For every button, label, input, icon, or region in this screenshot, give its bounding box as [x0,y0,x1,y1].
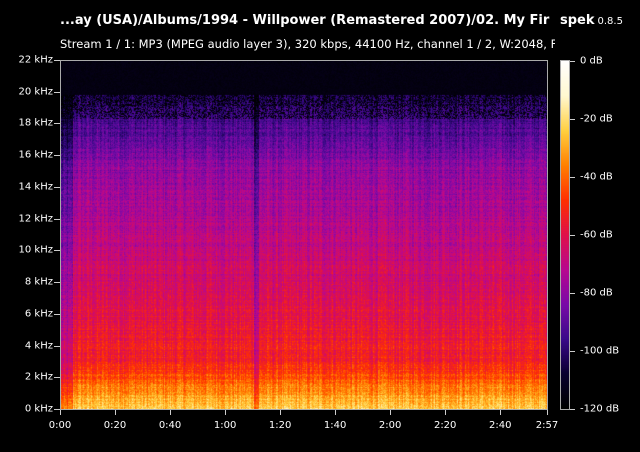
app-label: spek 0.8.5 [560,13,623,28]
db-tick-label: -120 dB [580,403,620,415]
time-tick [390,410,392,415]
time-tick [445,410,447,415]
freq-tick-label: 0 kHz [24,403,53,415]
time-tick-label: 2:20 [433,420,457,431]
freq-tick [54,250,60,252]
db-tick [570,177,575,178]
db-tick-label: -40 dB [580,171,613,183]
db-tick-label: 0 dB [580,55,603,67]
file-title: ...ay (USA)/Albums/1994 - Willpower (Rem… [60,13,550,28]
db-tick [570,293,575,294]
freq-tick-label: 8 kHz [24,276,53,288]
freq-tick-label: 6 kHz [24,308,53,320]
db-tick-label: -100 dB [580,345,620,357]
db-tick-label: -20 dB [580,113,613,125]
time-tick-label: 2:40 [488,420,512,431]
time-tick-label: 0:20 [103,420,127,431]
db-tick [570,351,575,352]
freq-tick [54,60,60,61]
spectrogram-canvas [61,61,547,409]
db-tick [570,409,575,410]
freq-tick-label: 18 kHz [18,117,53,129]
time-tick-label: 1:40 [323,420,347,431]
freq-tick [54,345,60,347]
time-tick [500,410,502,415]
time-tick-label: 1:20 [268,420,292,431]
freq-tick-label: 12 kHz [18,213,53,225]
time-tick [115,410,117,415]
freq-tick-label: 16 kHz [18,149,53,161]
stream-info: Stream 1 / 1: MP3 (MPEG audio layer 3), … [60,37,555,51]
time-tick [225,410,227,415]
freq-tick [54,377,60,379]
colorbar-gradient [561,61,569,409]
app-version: 0.8.5 [597,16,623,27]
db-tick [570,235,575,236]
freq-tick [54,282,60,284]
db-tick [570,119,575,120]
time-tick-label: 2:00 [378,420,402,431]
freq-tick [54,313,60,315]
freq-tick [54,91,60,93]
freq-tick [54,186,60,188]
freq-tick-label: 20 kHz [18,86,53,98]
freq-tick [54,218,60,220]
spectrogram-plot [60,60,548,410]
time-tick [170,410,172,415]
time-tick-label: 0:00 [48,420,72,431]
time-tick [60,410,61,415]
db-tick-label: -60 dB [580,229,613,241]
freq-tick-label: 2 kHz [24,371,53,383]
time-tick-label: 2:57 [535,420,559,431]
freq-tick [54,155,60,157]
time-tick-label: 1:00 [213,420,237,431]
freq-tick-label: 10 kHz [18,244,53,256]
freq-tick-label: 14 kHz [18,181,53,193]
db-tick [570,61,575,62]
time-tick [547,410,548,415]
db-tick-label: -80 dB [580,287,613,299]
freq-tick-label: 22 kHz [18,54,53,66]
freq-tick [54,123,60,125]
time-tick [335,410,337,415]
app-name: spek [560,13,595,28]
time-tick [280,410,282,415]
freq-tick-label: 4 kHz [24,340,53,352]
db-colorbar [560,60,570,410]
freq-tick [54,409,60,410]
time-tick-label: 0:40 [158,420,182,431]
